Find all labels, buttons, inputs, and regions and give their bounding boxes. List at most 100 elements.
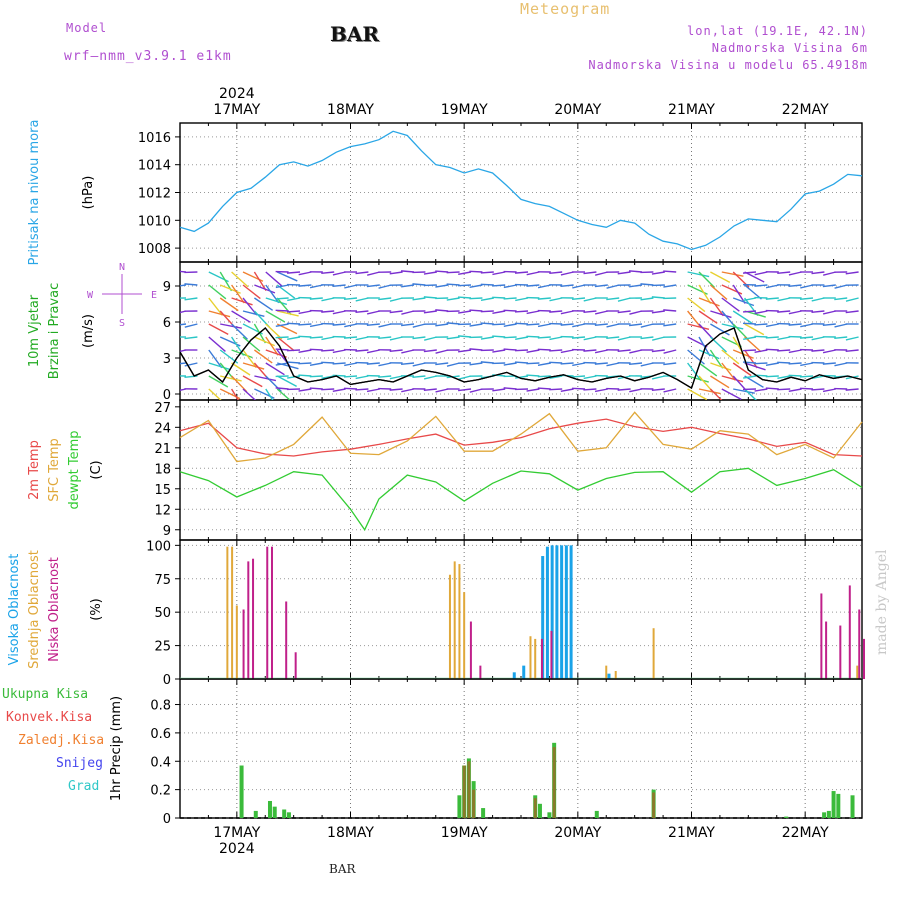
wind-barb	[480, 283, 494, 286]
wind-barb	[378, 297, 392, 301]
wind-barb	[286, 322, 301, 325]
bar	[863, 638, 865, 679]
wind-barb	[231, 349, 253, 359]
wind-barb	[777, 297, 791, 302]
y-tick-label: 21	[154, 442, 171, 457]
wind-barb	[788, 374, 802, 377]
wind-barb	[321, 388, 335, 391]
bar	[836, 793, 841, 818]
compass-label: S	[119, 318, 125, 329]
bar	[839, 625, 842, 679]
wind-barb	[663, 388, 677, 393]
wind-barb	[469, 348, 483, 351]
bar	[552, 747, 556, 818]
y-tick-label: 1016	[138, 131, 171, 146]
bar	[272, 806, 277, 818]
wind-barb	[628, 270, 643, 273]
station-title: BAR	[330, 22, 380, 46]
wind-barb	[698, 271, 716, 289]
wind-barb	[242, 284, 261, 300]
wind-barb	[275, 336, 289, 339]
wind-barb	[721, 375, 744, 383]
bar	[850, 795, 855, 818]
wind-barb	[845, 297, 859, 302]
cloud-frame	[179, 539, 863, 680]
wind-barb	[309, 348, 323, 351]
wind-barb	[822, 284, 836, 288]
wind-barb	[788, 284, 802, 288]
wind-barb	[492, 310, 506, 314]
wind-barb	[572, 362, 586, 367]
wind-barb	[583, 349, 597, 352]
2m-temp-line	[179, 418, 863, 457]
wind-barb	[663, 284, 677, 288]
wind-barb	[492, 335, 506, 338]
bar	[784, 816, 789, 818]
wind-barb	[423, 296, 437, 299]
y-tick-label: 1012	[138, 187, 171, 202]
wind-barb	[412, 283, 426, 286]
x-date-label-top: 20MAY	[554, 102, 601, 118]
bar	[564, 545, 568, 679]
wind-barb	[537, 336, 551, 339]
wind-barb	[321, 271, 335, 275]
y-tick-label: 0.2	[150, 784, 171, 799]
wind-barb	[298, 323, 312, 326]
wind-barb	[446, 362, 460, 367]
bar	[469, 621, 472, 679]
wind-barb	[180, 362, 187, 365]
wind-barb	[799, 336, 814, 339]
wind-barb	[732, 323, 749, 341]
wind-barb	[265, 336, 279, 356]
wind-barb	[180, 323, 187, 326]
wind-barb	[742, 361, 757, 364]
wind-barb	[744, 323, 765, 336]
axis-title: Niska Oblacnost	[47, 557, 62, 662]
wind-barb	[208, 323, 229, 335]
wind-barb	[777, 336, 791, 341]
wind-barb	[231, 362, 251, 376]
wind-barb	[617, 271, 631, 275]
bar	[545, 546, 549, 679]
wind-barb	[687, 375, 709, 383]
wind-speed-line	[179, 327, 863, 389]
wind-barb	[709, 388, 723, 400]
wind-barb	[845, 336, 859, 341]
wind-barb	[537, 284, 551, 289]
wind-barb	[572, 323, 586, 328]
wind-barb	[765, 297, 779, 300]
wind-barb	[321, 310, 335, 313]
wind-barb	[777, 361, 791, 364]
wind-barb	[435, 362, 449, 366]
wind-barb	[389, 271, 403, 275]
wind-barb	[480, 271, 494, 274]
wind-barb	[276, 375, 297, 387]
wind-barb	[514, 310, 529, 313]
wind-barb	[492, 296, 506, 299]
wind-barb	[480, 361, 494, 364]
wind-barb	[742, 271, 757, 274]
wind-barb	[401, 349, 415, 354]
y-tick-label: 100	[146, 539, 171, 554]
wind-barb	[231, 297, 253, 306]
wind-barb	[788, 271, 802, 276]
wind-barb	[651, 310, 665, 314]
wind-barb	[765, 323, 779, 328]
wind-barb	[663, 362, 677, 366]
wind-barb	[640, 362, 654, 367]
y-tick-label: 0.4	[150, 755, 171, 770]
precip-legend-item: Snijeg	[56, 756, 103, 771]
wind-barb	[298, 388, 312, 392]
precip-legend-item: Grad	[68, 779, 99, 794]
wind-barb	[514, 361, 529, 364]
wind-barb	[652, 336, 665, 341]
wind-barb	[571, 375, 586, 378]
wind-barb	[698, 310, 718, 324]
y-tick-label: 0.6	[150, 727, 171, 742]
wind-barb	[242, 310, 265, 318]
wind-barb	[698, 362, 718, 377]
wind-barb	[651, 349, 665, 353]
wind-barb	[640, 297, 654, 301]
axis-title: 1hr Precip (mm)	[109, 696, 124, 801]
wind-barb	[549, 271, 563, 275]
